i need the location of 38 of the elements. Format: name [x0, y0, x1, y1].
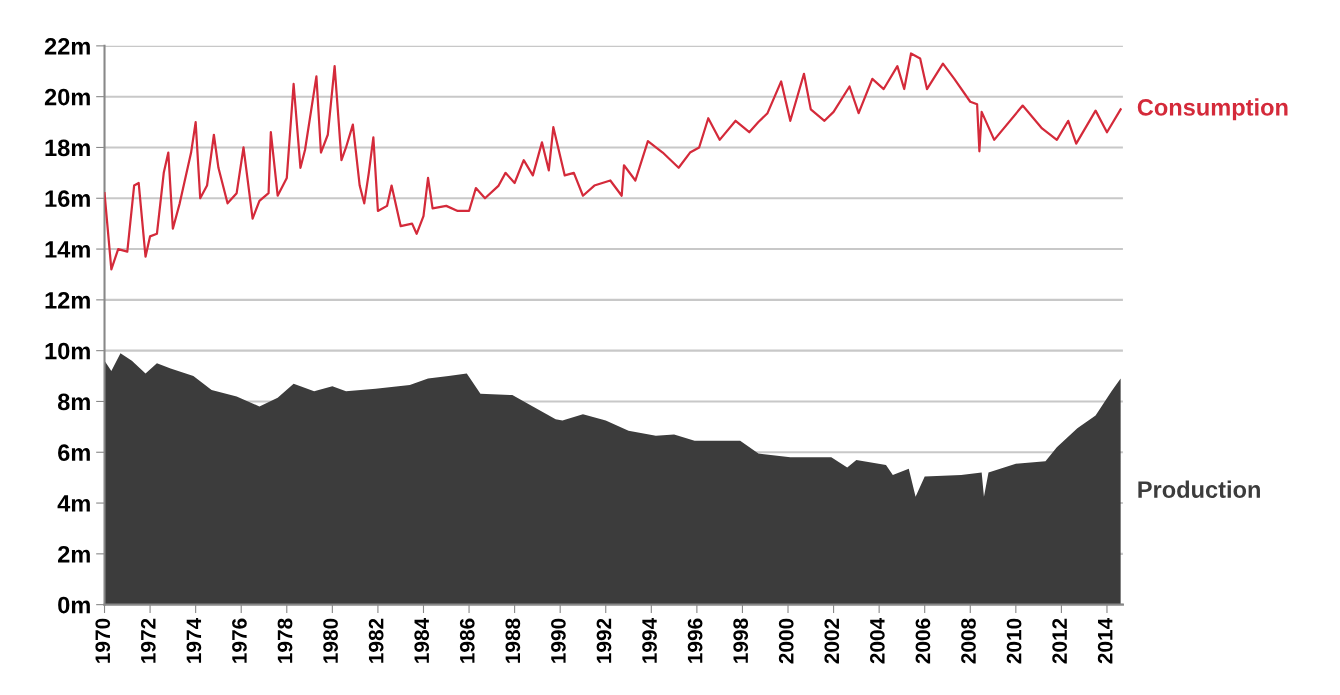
- x-tick-label: 1984: [414, 617, 430, 663]
- x-tick-label: 1986: [459, 618, 475, 663]
- x-tick-label: 2002: [824, 618, 840, 664]
- x-tick-label: 1974: [186, 617, 202, 663]
- y-tick-label: 10m: [45, 342, 90, 360]
- y-tick-label: 8m: [57, 393, 90, 411]
- x-tick-label: 1988: [505, 618, 521, 663]
- x-tick-label: 1970: [95, 618, 111, 663]
- y-tick-label: 18m: [45, 139, 90, 157]
- x-tick-label: 1976: [232, 618, 247, 663]
- series-label: Consumption: [1137, 98, 1288, 121]
- y-tick-label: 20m: [44, 88, 90, 106]
- y-tick-label: 22m: [44, 37, 90, 55]
- x-tick-label: 2006: [915, 618, 931, 664]
- x-tick-label: 1990: [551, 618, 566, 663]
- x-tick-label: 2010: [1006, 618, 1022, 664]
- y-tick-label: 6m: [58, 444, 90, 462]
- x-tick-label: 2004: [869, 617, 885, 664]
- x-tick-label: 2008: [961, 618, 976, 664]
- x-tick-label: 1992: [596, 618, 612, 663]
- y-tick-label: 0m: [58, 596, 90, 614]
- line-series: [104, 52, 1122, 271]
- y-tick-label: 16m: [45, 190, 90, 208]
- series-label: Production: [1138, 480, 1260, 498]
- x-tick-label: 1998: [733, 618, 749, 663]
- x-tick-label: 1980: [323, 618, 338, 663]
- x-tick-label: 2000: [778, 618, 794, 664]
- x-tick-label: 2012: [1052, 618, 1067, 664]
- x-tick-label: 1982: [368, 618, 384, 663]
- x-tick-label: 1978: [277, 618, 293, 663]
- x-tick-label: 2014: [1097, 617, 1113, 664]
- x-tick-label: 1994: [642, 617, 657, 663]
- y-tick-label: 4m: [57, 495, 90, 512]
- y-tick-label: 2m: [58, 545, 90, 563]
- y-tick-label: 14m: [45, 241, 90, 258]
- x-tick-label: 1996: [687, 618, 703, 663]
- y-tick-label: 12m: [45, 291, 90, 309]
- x-tick-label: 1972: [140, 618, 156, 663]
